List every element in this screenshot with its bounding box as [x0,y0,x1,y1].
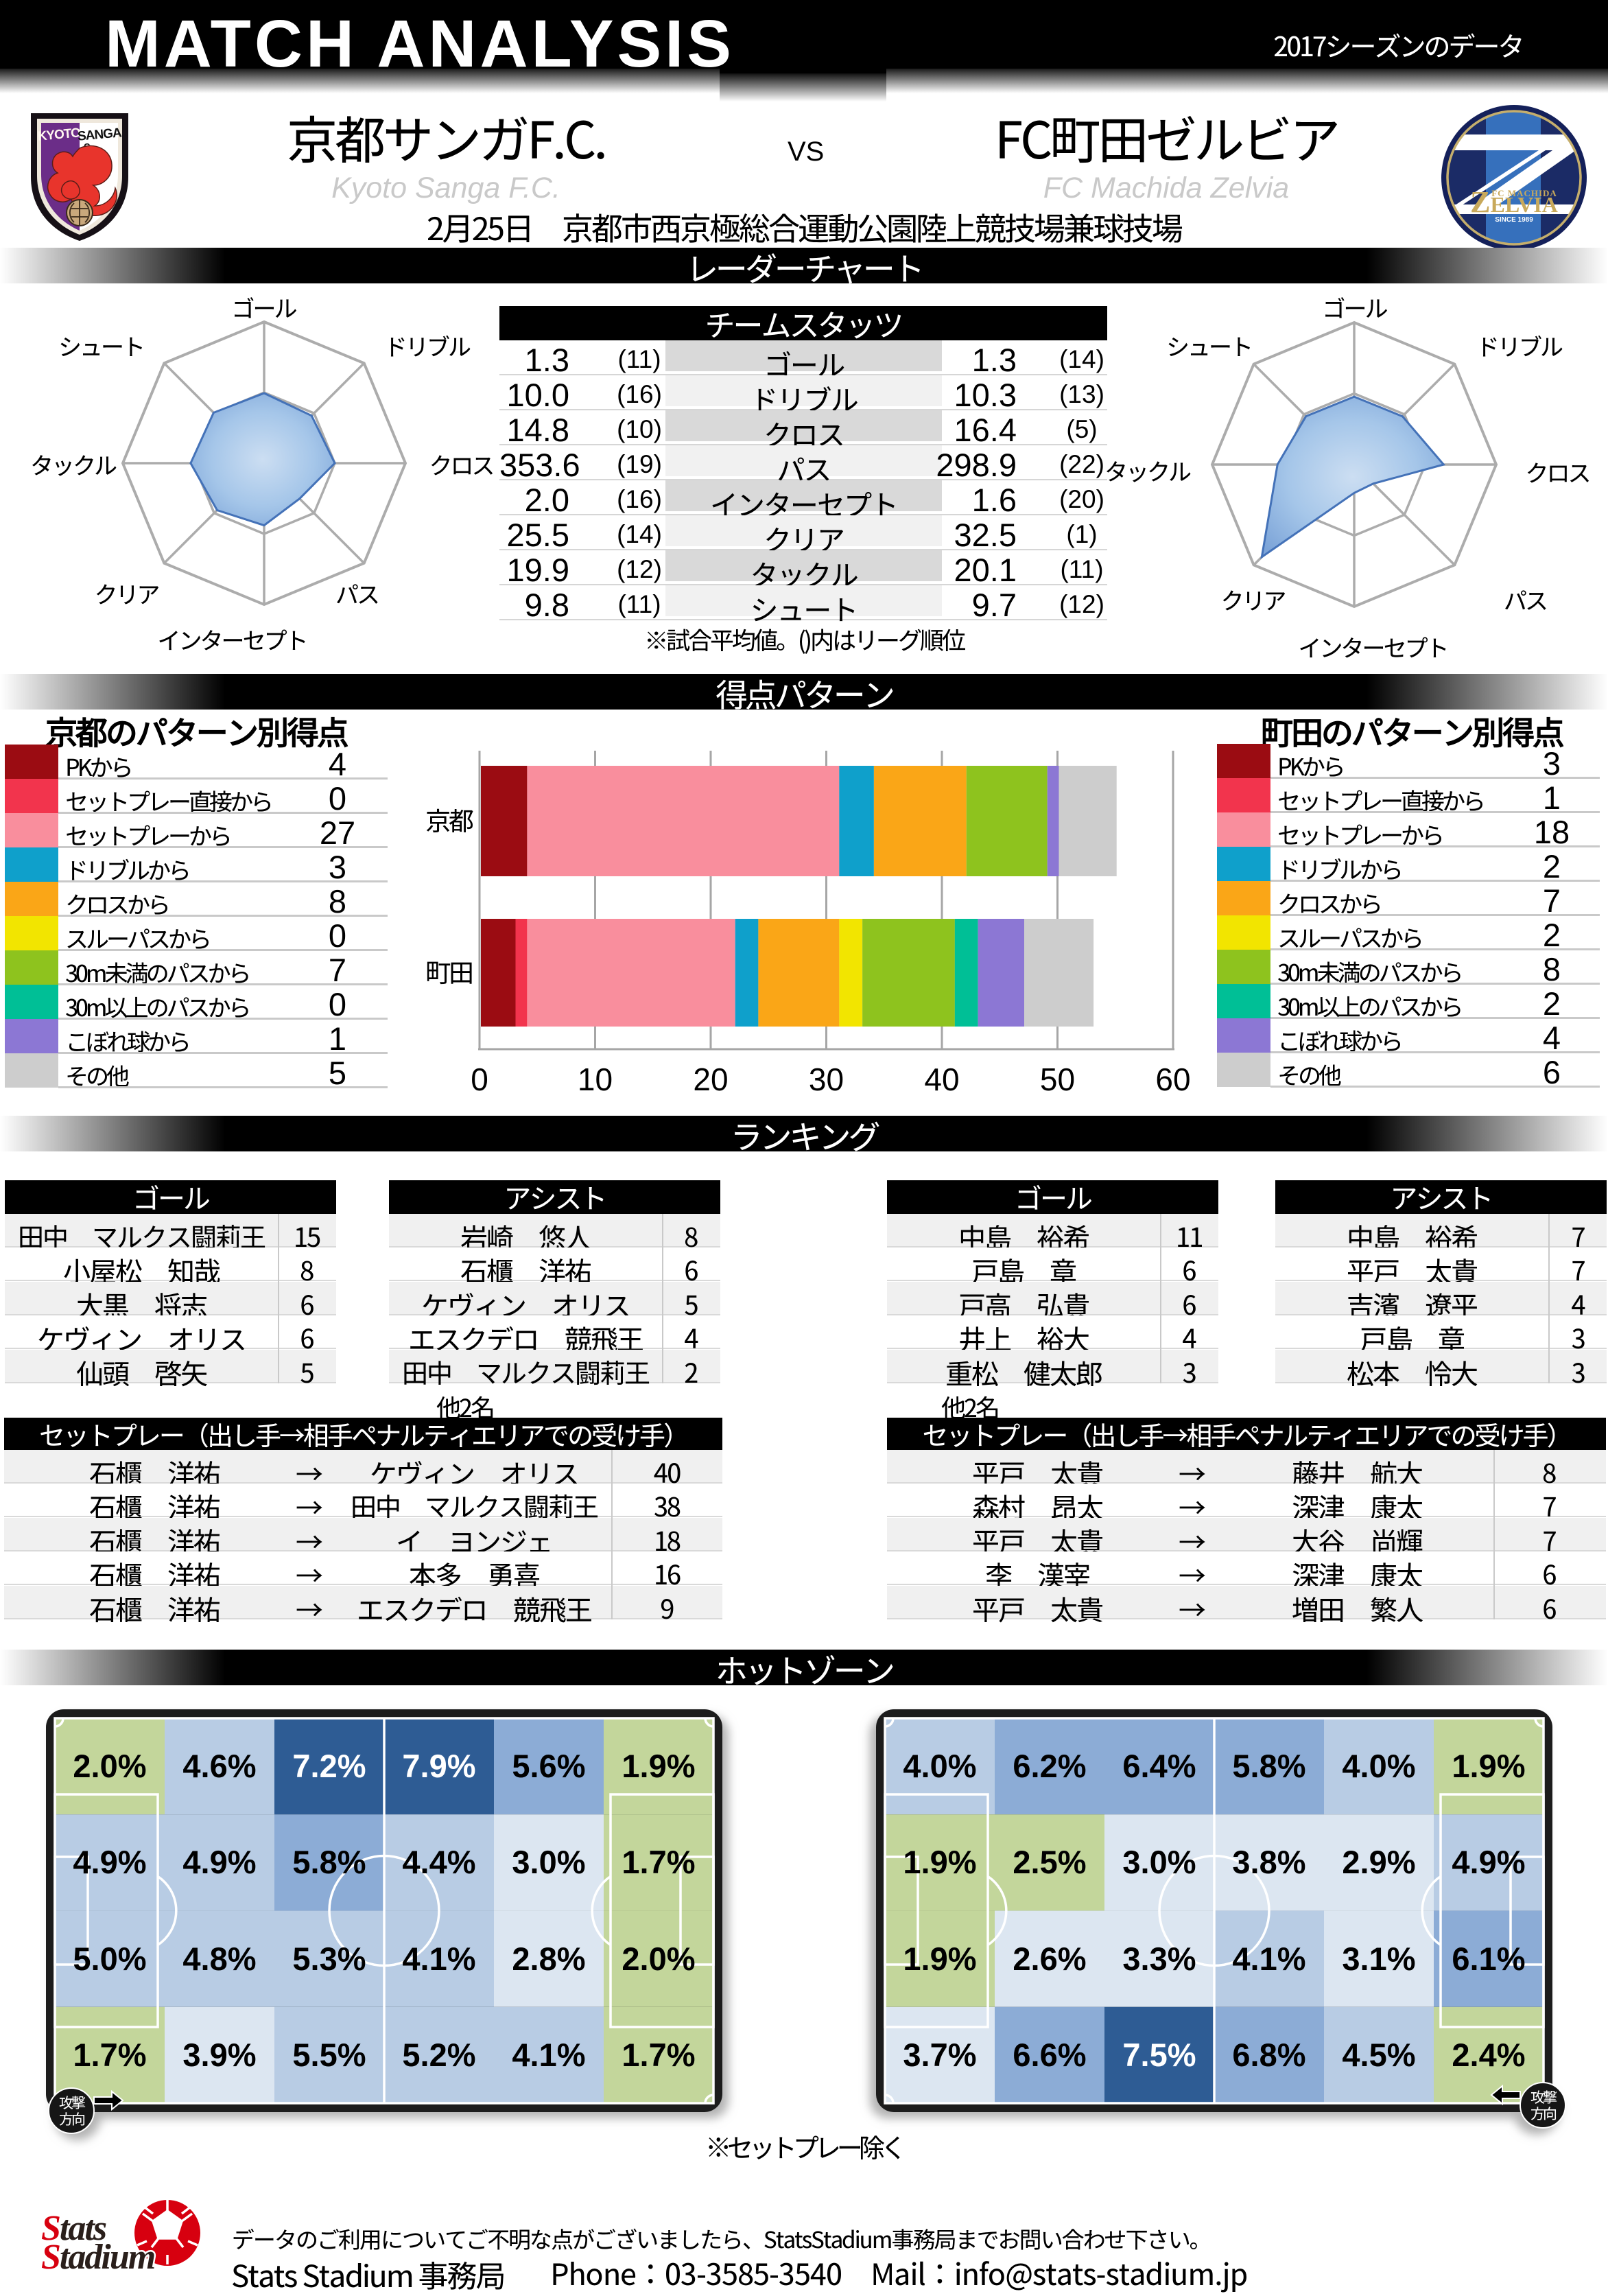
svg-text:4.9%: 4.9% [1452,1844,1525,1880]
svg-text:2.5%: 2.5% [1013,1844,1086,1880]
svg-text:6.4%: 6.4% [1122,1748,1196,1784]
svg-text:4.9%: 4.9% [182,1844,256,1880]
svg-text:4.6%: 4.6% [182,1748,256,1784]
svg-text:シュート: シュート [1166,329,1251,362]
svg-text:6.1%: 6.1% [1452,1941,1525,1977]
svg-text:4.1%: 4.1% [402,1941,475,1977]
svg-text:攻撃: 攻撃 [1530,2087,1557,2107]
svg-text:ドリブル: ドリブル [384,329,471,362]
svg-text:2.0%: 2.0% [73,1748,146,1784]
svg-text:1.7%: 1.7% [73,2037,146,2073]
svg-text:30: 30 [809,1062,844,1097]
svg-text:パス: パス [335,576,378,610]
svg-text:4.0%: 4.0% [1342,1748,1415,1784]
svg-text:5.2%: 5.2% [402,2037,475,2073]
svg-text:Stats: Stats [41,2209,106,2248]
svg-text:5.5%: 5.5% [292,2037,366,2073]
svg-text:4.5%: 4.5% [1342,2037,1415,2073]
svg-text:インターセプト: インターセプト [1299,630,1447,664]
svg-text:タックル: タックル [30,447,117,481]
svg-text:7.2%: 7.2% [292,1748,366,1784]
svg-text:5.3%: 5.3% [292,1941,366,1977]
svg-text:クリア: クリア [95,576,159,610]
svg-text:7.9%: 7.9% [402,1748,475,1784]
svg-text:方向: 方向 [1530,2103,1557,2124]
svg-text:6.2%: 6.2% [1013,1748,1086,1784]
svg-text:20: 20 [693,1062,728,1097]
svg-text:4.1%: 4.1% [1232,1941,1305,1977]
svg-text:方向: 方向 [59,2109,85,2129]
svg-text:4.9%: 4.9% [73,1844,146,1880]
svg-text:クロス: クロス [429,447,493,481]
svg-text:京都: 京都 [425,801,473,838]
svg-text:6.6%: 6.6% [1013,2037,1086,2073]
svg-text:1.9%: 1.9% [622,1748,695,1784]
svg-text:3.1%: 3.1% [1342,1941,1415,1977]
svg-text:クロス: クロス [1526,455,1589,489]
svg-text:1.9%: 1.9% [903,1844,976,1880]
svg-text:パス: パス [1504,583,1546,616]
svg-text:40: 40 [924,1062,959,1097]
svg-text:クリア: クリア [1221,583,1286,616]
svg-text:3.3%: 3.3% [1122,1941,1196,1977]
svg-text:60: 60 [1155,1062,1190,1097]
svg-text:ドリブル: ドリブル [1476,329,1563,362]
svg-text:6.8%: 6.8% [1232,2037,1305,2073]
svg-text:2.8%: 2.8% [512,1941,585,1977]
svg-text:50: 50 [1040,1062,1075,1097]
svg-text:1.9%: 1.9% [903,1941,976,1977]
svg-text:4.0%: 4.0% [903,1748,976,1784]
svg-text:4.1%: 4.1% [512,2037,585,2073]
svg-text:4.4%: 4.4% [402,1844,475,1880]
svg-text:SINCE 1989: SINCE 1989 [1495,216,1533,224]
svg-text:2.4%: 2.4% [1452,2037,1525,2073]
svg-text:ゴール: ゴール [232,290,297,324]
svg-text:ゴール: ゴール [1323,290,1388,324]
svg-text:3.0%: 3.0% [1122,1844,1196,1880]
svg-text:FC MACHIDA: FC MACHIDA [1491,188,1557,198]
svg-text:2.0%: 2.0% [622,1941,695,1977]
svg-text:4.8%: 4.8% [182,1941,256,1977]
svg-text:Stadium: Stadium [41,2238,154,2277]
svg-text:5.8%: 5.8% [1232,1748,1305,1784]
svg-text:1.7%: 1.7% [622,2037,695,2073]
svg-text:0: 0 [471,1062,488,1097]
svg-text:3.7%: 3.7% [903,2037,976,2073]
svg-text:町田: 町田 [425,952,472,989]
svg-text:2.6%: 2.6% [1013,1941,1086,1977]
svg-text:10: 10 [578,1062,613,1097]
svg-text:タックル: タックル [1104,454,1191,487]
svg-text:2.9%: 2.9% [1342,1844,1415,1880]
svg-text:1.9%: 1.9% [1452,1748,1525,1784]
svg-text:インターセプト: インターセプト [158,622,307,656]
svg-text:7.5%: 7.5% [1122,2037,1196,2073]
svg-text:3.8%: 3.8% [1232,1844,1305,1880]
svg-text:攻撃: 攻撃 [59,2092,86,2113]
svg-text:シュート: シュート [58,329,143,362]
svg-text:3.9%: 3.9% [182,2037,256,2073]
svg-text:5.6%: 5.6% [512,1748,585,1784]
svg-text:5.0%: 5.0% [73,1941,146,1977]
svg-text:3.0%: 3.0% [512,1844,585,1880]
svg-text:5.8%: 5.8% [292,1844,366,1880]
svg-text:1.7%: 1.7% [622,1844,695,1880]
